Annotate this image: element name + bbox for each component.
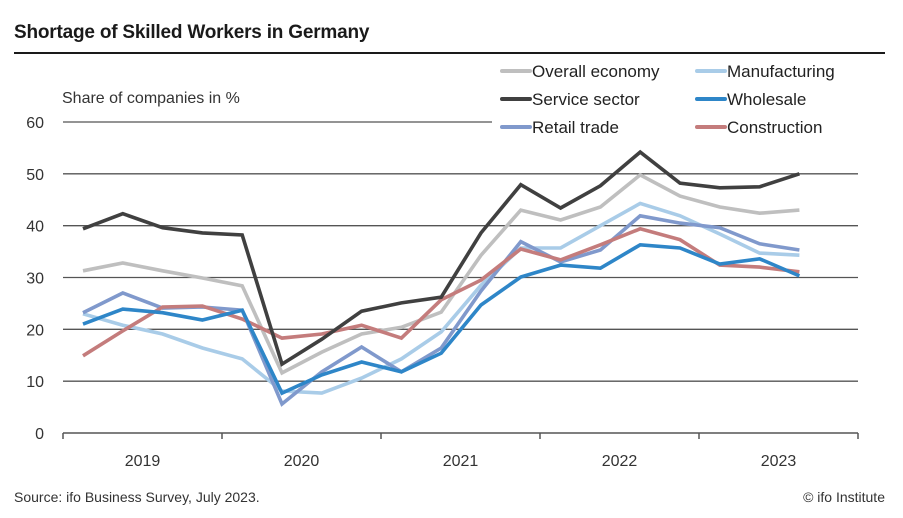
legend-label: Construction [727,118,822,137]
y-tick-labels: 0 10 20 30 40 50 60 [26,115,44,443]
y-tick-label: 50 [26,167,44,184]
legend: Overall economy Manufacturing Service sect… [492,56,872,144]
chart-title: Shortage of Skilled Workers in Germany [14,22,370,43]
x-tick-label: 2022 [602,453,638,470]
y-tick-label: 60 [26,115,44,132]
y-axis-label: Share of companies in % [62,90,240,107]
series-line-construction [82,226,800,358]
x-tick-label: 2021 [443,453,479,470]
title-divider [14,52,885,54]
source-note: Source: ifo Business Survey, July 2023. [14,489,260,505]
y-tick-label: 40 [26,219,44,236]
legend-label: Manufacturing [727,62,835,81]
y-tick-label: 0 [35,426,44,443]
legend-label: Retail trade [532,118,619,137]
series-lines [82,149,801,407]
legend-label: Overall economy [532,62,660,81]
series-line-manufacturing [82,201,800,395]
legend-label: Wholesale [727,90,806,109]
series-line-wholesale [82,242,801,396]
x-tick-label: 2023 [761,453,797,470]
legend-label: Service sector [532,90,640,109]
y-tick-label: 20 [26,322,44,339]
x-tick-label: 2019 [125,453,161,470]
x-axis: 2019 2020 2021 2022 2023 [62,432,859,470]
series-line-service-sector [82,149,800,367]
copyright-note: © ifo Institute [803,489,885,505]
legend-background [492,56,872,144]
x-tick-label: 2020 [284,453,320,470]
y-tick-label: 30 [26,271,44,288]
y-tick-label: 10 [26,374,44,391]
series-line-overall-economy [82,172,800,376]
